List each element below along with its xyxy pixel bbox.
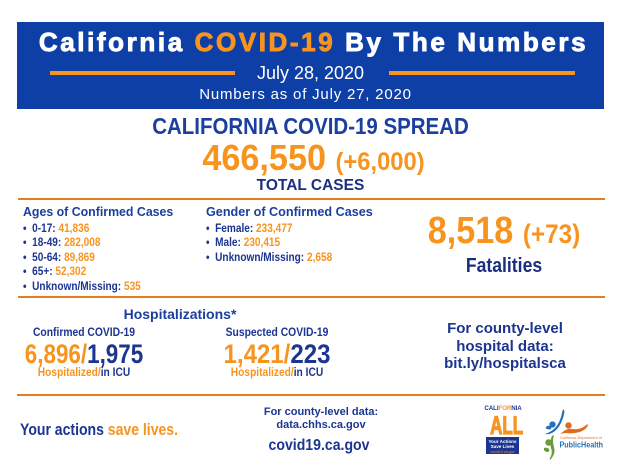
svg-text:PublicHealth: PublicHealth xyxy=(560,440,604,450)
svg-text:California Department of: California Department of xyxy=(560,436,602,440)
